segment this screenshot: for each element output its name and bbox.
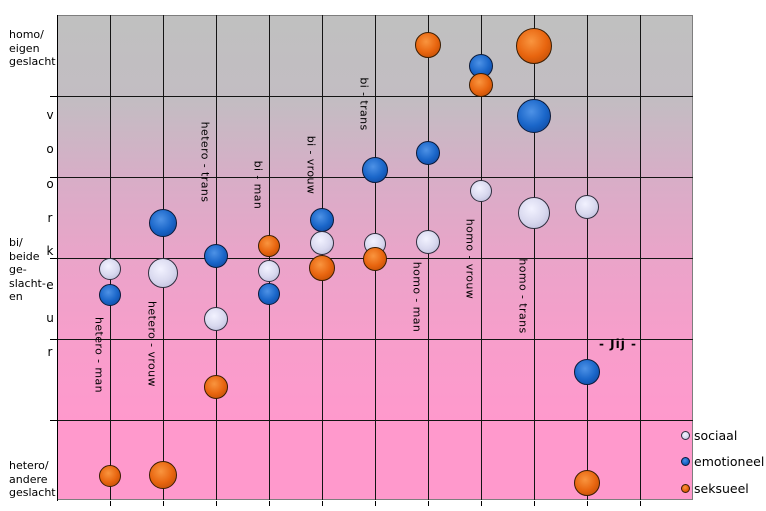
y-axis-tick	[50, 420, 57, 421]
bubble-emotioneel	[204, 244, 228, 268]
x-axis-tick	[322, 501, 323, 506]
bubble-seksueel	[309, 255, 335, 281]
gridline-horizontal	[57, 420, 693, 421]
x-axis-tick	[481, 501, 482, 506]
bubble-sociaal	[258, 260, 280, 282]
gridline-vertical	[269, 15, 270, 500]
bubble-emotioneel	[517, 99, 551, 133]
bubble-emotioneel	[416, 141, 440, 165]
y-axis-letter: k	[46, 244, 54, 258]
bubble-sociaal	[204, 307, 228, 331]
x-axis-tick	[375, 501, 376, 506]
gridline-vertical	[587, 15, 588, 500]
bubble-emotioneel	[362, 157, 388, 183]
y-axis-tick	[50, 339, 57, 340]
y-axis-letter: v	[46, 108, 54, 122]
legend-label-seksueel: seksueel	[694, 481, 749, 496]
x-axis-tick	[428, 501, 429, 506]
bubble-seksueel	[469, 73, 493, 97]
y-axis-letter: r	[47, 345, 53, 359]
bubble-sociaal	[575, 195, 599, 219]
x-axis-tick	[269, 501, 270, 506]
y-axis-line	[57, 15, 58, 501]
category-label-homo-trans: homo - trans	[516, 258, 530, 334]
legend-marker-sociaal	[681, 431, 690, 440]
x-axis-tick	[110, 501, 111, 506]
y-axis-letter: u	[46, 311, 54, 325]
gridline-horizontal	[57, 339, 693, 340]
y-axis-label-bi-beide-geslachten: bi/ beide ge- slacht- en	[9, 236, 46, 303]
bubble-emotioneel	[149, 209, 177, 237]
y-axis-letter: r	[47, 211, 53, 225]
gridline-vertical	[534, 15, 535, 500]
bubble-seksueel	[99, 465, 121, 487]
gridline-vertical	[110, 15, 111, 500]
bubble-emotioneel	[258, 283, 280, 305]
bubble-seksueel	[415, 32, 441, 58]
category-label-bi-trans: bi - trans	[357, 77, 371, 131]
x-axis-tick	[640, 501, 641, 506]
bubble-sociaal	[416, 230, 440, 254]
legend-marker-seksueel	[681, 484, 690, 493]
x-axis-tick	[216, 501, 217, 506]
x-axis-tick	[534, 501, 535, 506]
bubble-sociaal	[148, 258, 178, 288]
y-axis-label-hetero-andere-geslacht: hetero/ andere geslacht	[9, 459, 56, 499]
gridline-vertical	[428, 15, 429, 500]
bubble-seksueel	[204, 375, 228, 399]
bubble-seksueel	[574, 470, 600, 496]
bubble-seksueel	[258, 235, 280, 257]
bubble-sociaal	[470, 180, 492, 202]
category-label-homo-vrouw: homo - vrouw	[463, 218, 477, 300]
bubble-seksueel	[149, 461, 177, 489]
gridline-vertical	[163, 15, 164, 500]
bubble-seksueel	[516, 28, 552, 64]
y-axis-tick	[50, 96, 57, 97]
category-label-jij: - Jij -	[598, 337, 638, 351]
legend-marker-emotioneel	[681, 457, 690, 466]
category-label-homo-man: homo - man	[410, 261, 424, 333]
y-axis-letter: e	[46, 278, 54, 292]
legend-label-emotioneel: emotioneel	[694, 454, 765, 469]
y-axis-tick	[50, 177, 57, 178]
category-label-hetero-vrouw: hetero - vrouw	[145, 301, 159, 387]
y-axis-label-homo-eigen-geslacht: homo/ eigen geslacht	[9, 28, 56, 68]
x-axis-tick	[163, 501, 164, 506]
bubble-sociaal	[310, 231, 334, 255]
y-axis-letter: o	[46, 142, 54, 156]
bubble-emotioneel	[574, 359, 600, 385]
legend-label-sociaal: sociaal	[694, 428, 738, 443]
bubble-emotioneel	[310, 208, 334, 232]
gridline-vertical	[640, 15, 641, 500]
category-label-bi-man: bi - man	[251, 160, 265, 210]
y-axis-tick	[50, 258, 57, 259]
bubble-emotioneel	[99, 284, 121, 306]
bubble-seksueel	[363, 247, 387, 271]
x-axis-tick	[587, 501, 588, 506]
category-label-hetero-trans: hetero - trans	[198, 121, 212, 203]
bubble-sociaal	[518, 197, 550, 229]
category-label-hetero-man: hetero - man	[92, 316, 106, 394]
category-label-bi-vrouw: bi - vrouw	[304, 135, 318, 195]
y-axis-letter: o	[46, 177, 54, 191]
gridline-horizontal	[57, 96, 693, 97]
bubble-sociaal	[99, 258, 121, 280]
gridline-vertical	[481, 15, 482, 500]
